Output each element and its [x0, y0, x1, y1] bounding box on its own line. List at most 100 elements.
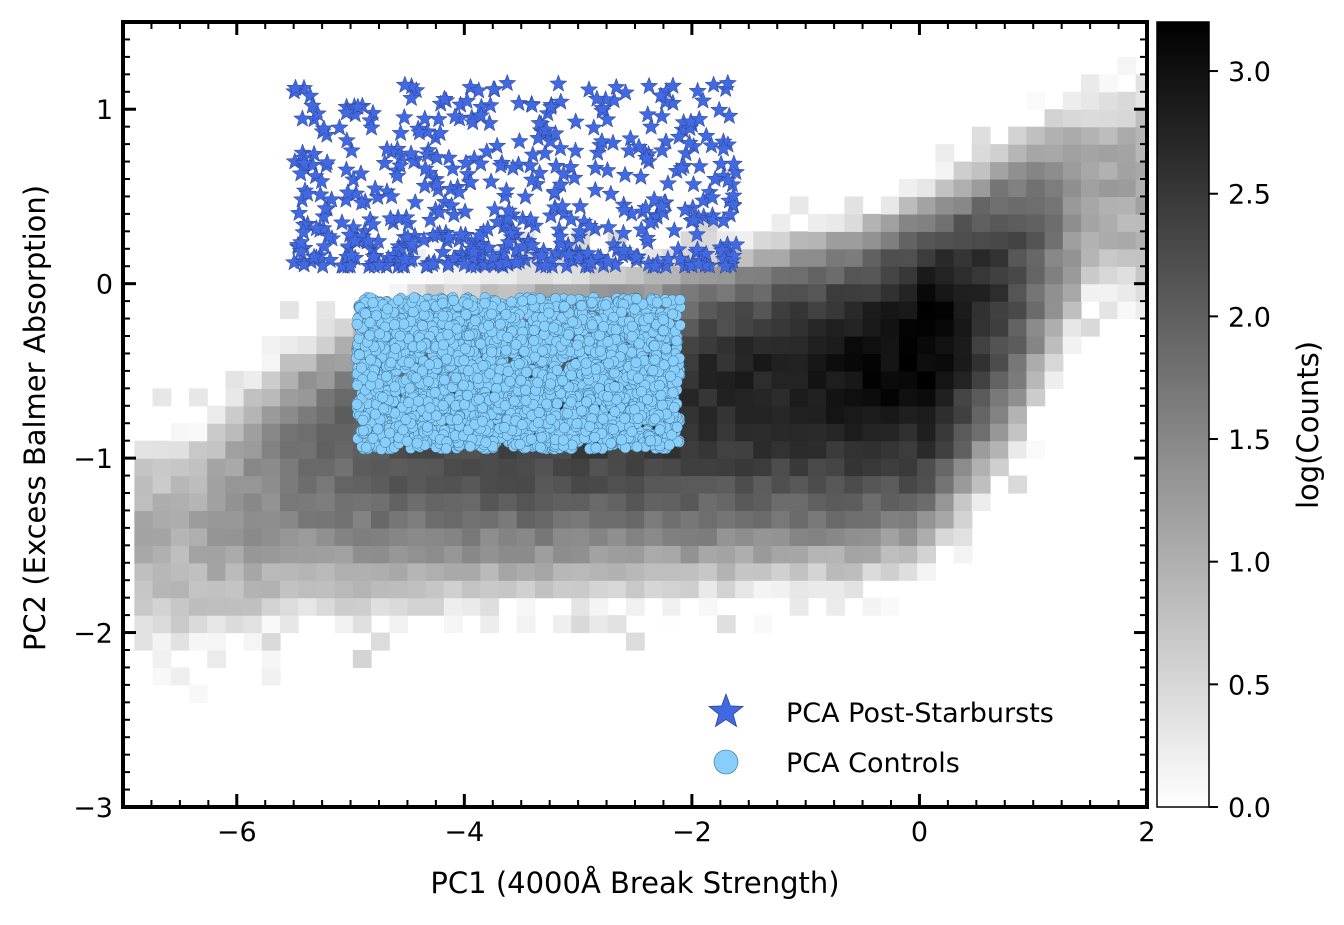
heatmap-bin — [716, 388, 736, 407]
heatmap-bin — [807, 545, 827, 564]
heatmap-bin — [225, 405, 245, 424]
control-point — [674, 294, 686, 306]
heatmap-bin — [680, 440, 700, 459]
control-point — [502, 366, 514, 377]
post-starburst-point — [614, 223, 633, 242]
heatmap-bin — [807, 301, 827, 320]
heatmap-bin — [134, 440, 154, 459]
heatmap-bin — [625, 475, 645, 494]
post-starburst-point — [680, 133, 699, 151]
heatmap-bin — [1026, 196, 1046, 215]
heatmap-bin — [1008, 405, 1027, 424]
heatmap-bin — [571, 475, 591, 494]
heatmap-bin — [1008, 388, 1027, 407]
heatmap-bin — [953, 318, 973, 337]
heatmap-bin — [989, 423, 1009, 442]
heatmap-bin — [225, 370, 245, 389]
heatmap-bin — [917, 318, 936, 337]
heatmap-bin — [771, 266, 791, 285]
heatmap-bin — [480, 475, 500, 494]
heatmap-bin — [1026, 179, 1046, 198]
heatmap-bin — [316, 597, 336, 616]
heatmap-bin — [789, 475, 809, 494]
heatmap-bin — [261, 370, 281, 389]
heatmap-bin — [389, 510, 409, 529]
heatmap-bin — [298, 388, 318, 407]
heatmap-bin — [280, 388, 299, 407]
heatmap-bin — [188, 562, 208, 581]
y-axis-label: PC2 (Excess Balmer Absorption) — [18, 185, 52, 651]
heatmap-bin — [352, 475, 372, 494]
heatmap-bin — [826, 562, 845, 581]
heatmap-bin — [844, 405, 864, 424]
control-point — [632, 412, 644, 424]
heatmap-bin — [807, 493, 827, 512]
heatmap-bin — [880, 196, 900, 215]
heatmap-bin — [844, 493, 864, 512]
control-point — [567, 316, 579, 328]
heatmap-bin — [425, 580, 445, 599]
heatmap-bin — [935, 213, 955, 232]
post-starburst-point — [342, 141, 361, 159]
heatmap-bin — [334, 458, 354, 477]
heatmap-bin — [753, 353, 773, 372]
heatmap-bin — [771, 283, 791, 302]
heatmap-bin — [753, 248, 773, 267]
heatmap-bin — [553, 458, 572, 477]
post-starburst-point — [423, 226, 443, 244]
heatmap-bin — [152, 580, 172, 599]
heatmap-bin — [152, 562, 172, 581]
post-starburst-point — [535, 143, 555, 162]
heatmap-bin — [516, 266, 536, 285]
heatmap-bin — [188, 510, 208, 529]
heatmap-bin — [480, 510, 500, 529]
heatmap-bin — [1062, 91, 1082, 110]
control-point — [536, 431, 548, 443]
control-point — [369, 408, 381, 420]
heatmap-bin — [644, 475, 663, 494]
heatmap-bin — [826, 283, 845, 302]
control-point — [649, 413, 661, 425]
heatmap-bin — [607, 545, 627, 564]
heatmap-bin — [589, 562, 609, 581]
heatmap-bin — [498, 475, 518, 494]
heatmap-bin — [716, 353, 736, 372]
control-point — [502, 331, 514, 343]
heatmap-bin — [134, 458, 154, 477]
heatmap-bin — [1062, 283, 1082, 302]
heatmap-bin — [316, 405, 336, 424]
heatmap-bin — [1081, 196, 1100, 215]
heatmap-bin — [443, 493, 463, 512]
control-point — [419, 300, 431, 312]
heatmap-bin — [953, 179, 973, 198]
control-point — [551, 398, 563, 410]
x-tick-label: −2 — [672, 817, 712, 848]
control-point — [583, 335, 595, 347]
heatmap-bin — [771, 510, 791, 529]
heatmap-bin — [680, 336, 700, 355]
post-starburst-point — [402, 88, 421, 107]
heatmap-bin — [516, 562, 536, 581]
heatmap-bin — [735, 475, 754, 494]
heatmap-bin — [553, 615, 572, 634]
heatmap-bin — [443, 562, 463, 581]
heatmap-bin — [152, 493, 172, 512]
heatmap-bin — [807, 213, 827, 232]
control-point — [616, 434, 628, 446]
heatmap-bin — [389, 562, 409, 581]
post-starburst-point — [375, 153, 394, 172]
heatmap-bin — [1008, 126, 1027, 145]
post-starburst-point — [587, 89, 607, 107]
post-starburst-point — [381, 208, 400, 227]
heatmap-bin — [534, 493, 554, 512]
heatmap-bin — [1062, 336, 1082, 355]
heatmap-bin — [207, 423, 226, 442]
heatmap-bin — [225, 388, 245, 407]
control-point — [521, 366, 532, 378]
control-point — [351, 398, 363, 410]
heatmap-bin — [989, 196, 1009, 215]
post-starburst-point — [551, 175, 571, 193]
heatmap-bin — [462, 597, 481, 616]
post-starburst-point — [307, 218, 326, 237]
heatmap-bin — [1026, 388, 1046, 407]
